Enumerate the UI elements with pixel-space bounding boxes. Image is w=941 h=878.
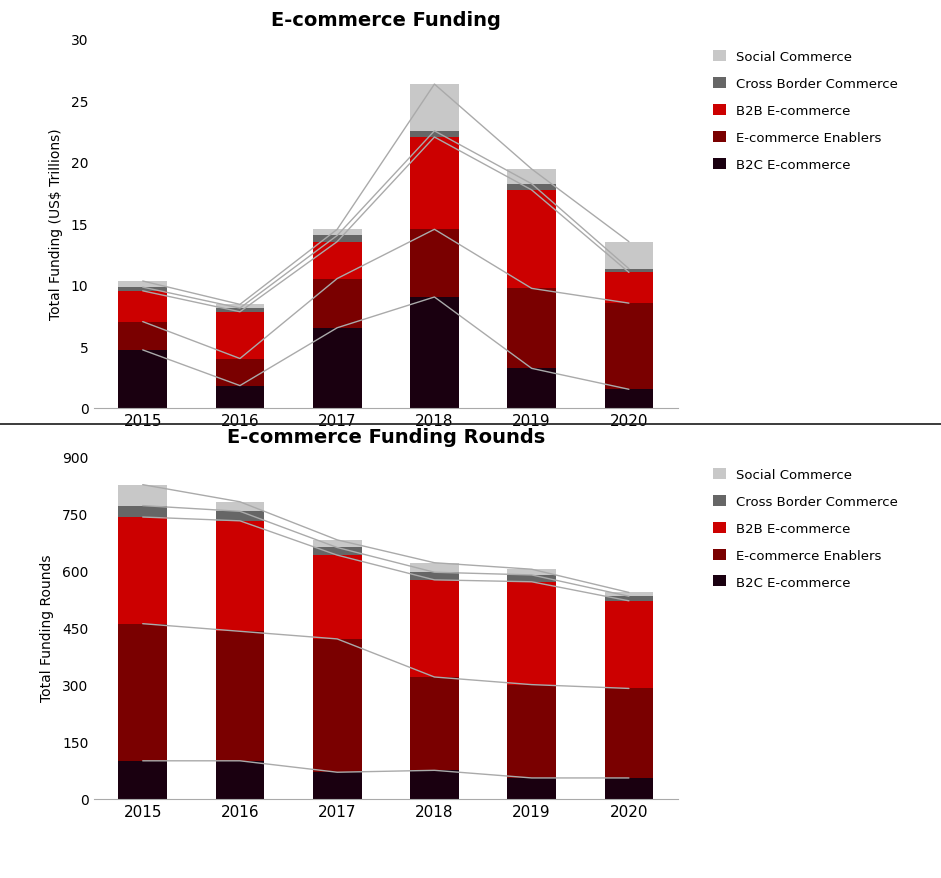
Bar bbox=[215, 512, 264, 522]
Bar bbox=[119, 291, 167, 322]
Bar bbox=[410, 138, 458, 230]
Legend: Social Commerce, Cross Border Commerce, B2B E-commerce, E-commerce Enablers, B2C: Social Commerce, Cross Border Commerce, … bbox=[708, 47, 903, 177]
Bar bbox=[215, 502, 264, 512]
Legend: Social Commerce, Cross Border Commerce, B2B E-commerce, E-commerce Enablers, B2C: Social Commerce, Cross Border Commerce, … bbox=[708, 464, 903, 594]
Bar bbox=[410, 132, 458, 138]
Bar bbox=[604, 270, 653, 273]
Bar bbox=[507, 778, 556, 799]
Bar bbox=[312, 328, 361, 408]
Bar bbox=[215, 309, 264, 313]
Bar bbox=[604, 304, 653, 390]
Bar bbox=[215, 313, 264, 359]
Bar bbox=[312, 236, 361, 242]
Bar bbox=[604, 688, 653, 778]
Title: E-commerce Funding Rounds: E-commerce Funding Rounds bbox=[227, 428, 545, 447]
Bar bbox=[119, 282, 167, 288]
Bar bbox=[604, 593, 653, 596]
Bar bbox=[507, 570, 556, 575]
Bar bbox=[119, 350, 167, 408]
Bar bbox=[507, 575, 556, 582]
Bar bbox=[119, 761, 167, 799]
Bar bbox=[119, 485, 167, 506]
Bar bbox=[507, 184, 556, 191]
Bar bbox=[507, 191, 556, 289]
Bar bbox=[215, 359, 264, 386]
Bar bbox=[410, 572, 458, 580]
Bar bbox=[312, 230, 361, 236]
Bar bbox=[507, 685, 556, 778]
Bar bbox=[410, 771, 458, 799]
Bar bbox=[410, 230, 458, 298]
Bar bbox=[215, 522, 264, 631]
Bar bbox=[604, 273, 653, 304]
Bar bbox=[215, 305, 264, 309]
Bar bbox=[604, 242, 653, 270]
Text: Source:  Tracxn: Source: Tracxn bbox=[11, 854, 118, 868]
Bar bbox=[312, 242, 361, 279]
Bar bbox=[604, 778, 653, 799]
Bar bbox=[410, 298, 458, 408]
Bar bbox=[119, 288, 167, 291]
Bar bbox=[604, 390, 653, 408]
Bar bbox=[312, 548, 361, 556]
Bar bbox=[119, 624, 167, 761]
Bar bbox=[119, 506, 167, 517]
Title: E-commerce Funding: E-commerce Funding bbox=[271, 11, 501, 30]
Bar bbox=[215, 761, 264, 799]
Bar bbox=[312, 639, 361, 773]
Bar bbox=[312, 556, 361, 639]
Bar bbox=[410, 85, 458, 132]
Bar bbox=[119, 322, 167, 350]
Bar bbox=[410, 580, 458, 677]
Bar bbox=[604, 601, 653, 688]
Bar bbox=[507, 582, 556, 685]
Y-axis label: Total Funding (US$ Trillions): Total Funding (US$ Trillions) bbox=[49, 128, 63, 320]
Bar bbox=[507, 369, 556, 408]
Bar bbox=[604, 596, 653, 601]
Bar bbox=[410, 677, 458, 771]
Bar bbox=[312, 540, 361, 548]
Y-axis label: Total Funding Rounds: Total Funding Rounds bbox=[40, 554, 54, 702]
Bar bbox=[215, 386, 264, 408]
Bar bbox=[119, 517, 167, 624]
Bar bbox=[312, 773, 361, 799]
Bar bbox=[507, 169, 556, 184]
Bar bbox=[410, 563, 458, 572]
Bar bbox=[312, 279, 361, 328]
Bar bbox=[507, 289, 556, 369]
Bar bbox=[215, 631, 264, 761]
